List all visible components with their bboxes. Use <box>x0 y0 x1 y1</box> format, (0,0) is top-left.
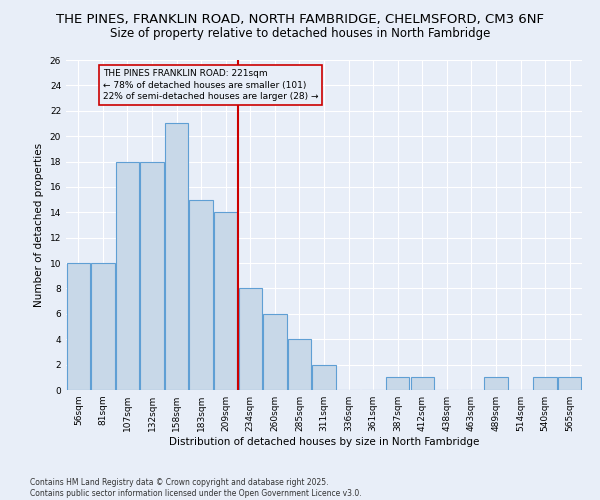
Bar <box>410 378 434 390</box>
Bar <box>140 162 164 390</box>
Text: Contains HM Land Registry data © Crown copyright and database right 2025.
Contai: Contains HM Land Registry data © Crown c… <box>30 478 362 498</box>
Bar <box>91 263 115 390</box>
Bar <box>214 212 238 390</box>
Bar <box>313 364 335 390</box>
Y-axis label: Number of detached properties: Number of detached properties <box>34 143 44 307</box>
X-axis label: Distribution of detached houses by size in North Fambridge: Distribution of detached houses by size … <box>169 437 479 447</box>
Bar <box>263 314 287 390</box>
Bar <box>190 200 213 390</box>
Bar <box>558 378 581 390</box>
Bar <box>239 288 262 390</box>
Bar <box>67 263 90 390</box>
Bar <box>116 162 139 390</box>
Bar <box>533 378 557 390</box>
Bar <box>165 124 188 390</box>
Text: THE PINES FRANKLIN ROAD: 221sqm
← 78% of detached houses are smaller (101)
22% o: THE PINES FRANKLIN ROAD: 221sqm ← 78% of… <box>103 69 319 102</box>
Text: THE PINES, FRANKLIN ROAD, NORTH FAMBRIDGE, CHELMSFORD, CM3 6NF: THE PINES, FRANKLIN ROAD, NORTH FAMBRIDG… <box>56 12 544 26</box>
Bar <box>484 378 508 390</box>
Text: Size of property relative to detached houses in North Fambridge: Size of property relative to detached ho… <box>110 28 490 40</box>
Bar <box>288 339 311 390</box>
Bar <box>386 378 409 390</box>
